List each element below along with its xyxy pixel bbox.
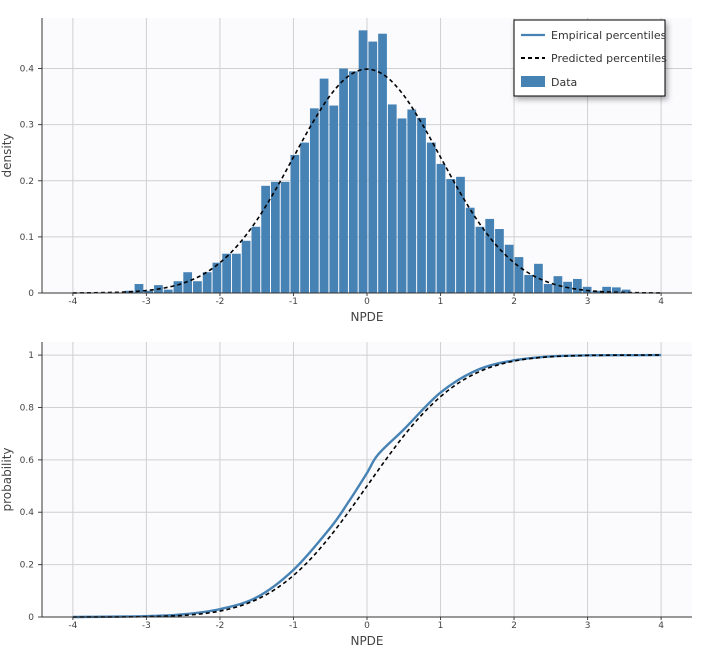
y-tick-label: 0.4 xyxy=(20,508,35,518)
histogram-bar xyxy=(202,272,212,293)
legend: Empirical percentiles Predicted percenti… xyxy=(513,19,667,97)
x-tick-label: -4 xyxy=(68,621,77,631)
histogram-bar xyxy=(339,68,348,294)
histogram-bar xyxy=(358,30,368,294)
histogram-bar xyxy=(602,286,611,293)
x-tick-label: 0 xyxy=(364,297,370,307)
y-tick-label: 0.1 xyxy=(20,233,34,243)
histogram-bar xyxy=(368,41,378,294)
histogram-bar xyxy=(553,276,563,293)
histogram-bar xyxy=(573,278,582,293)
x-tick-label: -3 xyxy=(142,297,151,307)
y-tick-label: 0.3 xyxy=(20,121,34,131)
histogram-bar xyxy=(504,244,514,293)
y-tick-label: 0.2 xyxy=(20,177,34,187)
histogram-bar xyxy=(270,181,280,293)
legend-predicted-label: Predicted percentiles xyxy=(551,52,667,65)
x-tick-label: 2 xyxy=(511,621,517,631)
x-tick-label: -3 xyxy=(142,621,151,631)
histogram-bar xyxy=(417,117,426,294)
histogram-bar xyxy=(193,281,202,293)
histogram-bar xyxy=(465,207,475,293)
histogram-bar xyxy=(456,176,465,293)
histogram-bar xyxy=(543,284,553,293)
histogram-bar xyxy=(241,240,251,293)
histogram-bar xyxy=(436,163,446,293)
histogram-bar xyxy=(319,78,329,293)
x-tick-label: 3 xyxy=(585,297,591,307)
x-tick-label: -4 xyxy=(68,297,77,307)
legend-empirical-label: Empirical percentiles xyxy=(551,29,667,42)
x-axis-label: NPDE xyxy=(350,634,383,648)
legend-data-swatch xyxy=(521,76,545,87)
histogram-bar xyxy=(534,263,543,293)
histogram-bar xyxy=(329,105,339,293)
histogram-bar xyxy=(173,281,183,293)
x-tick-label: 0 xyxy=(364,621,370,631)
histogram-bar xyxy=(163,289,173,293)
y-axis-label: density xyxy=(0,134,14,178)
empirical-percentiles-line xyxy=(72,353,662,619)
histogram-bar xyxy=(183,272,193,293)
x-tick-label: -2 xyxy=(215,297,224,307)
histogram-bar xyxy=(280,181,290,293)
y-tick-label: 0.6 xyxy=(20,456,35,466)
histogram-bar xyxy=(300,142,309,293)
histogram-bar xyxy=(378,33,387,293)
histogram-bar xyxy=(387,104,397,293)
histogram-bar xyxy=(611,287,621,293)
x-tick-label: 2 xyxy=(511,297,517,307)
histogram-bar xyxy=(251,226,261,293)
x-tick-label: -2 xyxy=(215,621,224,631)
x-tick-label: 4 xyxy=(658,621,664,631)
y-tick-label: 0.4 xyxy=(20,65,35,75)
histogram-bar xyxy=(621,289,631,293)
histogram-bar xyxy=(222,253,232,293)
predicted-percentiles-line xyxy=(72,68,662,294)
histogram-bar xyxy=(397,118,407,293)
histogram-bar xyxy=(475,226,485,293)
histogram-bar xyxy=(426,142,436,293)
histogram-bar xyxy=(212,262,222,293)
histogram-bar xyxy=(485,218,495,293)
y-tick-label: 0.8 xyxy=(20,403,35,413)
histogram-bar xyxy=(290,154,300,293)
x-tick-label: 1 xyxy=(438,297,444,307)
histogram-bar xyxy=(407,109,417,294)
legend-data-label: Data xyxy=(551,76,577,89)
y-axis-label: probability xyxy=(0,447,14,511)
y-tick-label: 0 xyxy=(28,289,34,299)
x-tick-label: 4 xyxy=(658,297,664,307)
histogram-bar xyxy=(261,185,270,293)
x-axis-label: NPDE xyxy=(350,310,383,324)
y-tick-label: 0.2 xyxy=(20,561,34,571)
histogram-bar xyxy=(524,275,534,293)
x-tick-label: -1 xyxy=(289,297,298,307)
predicted-percentiles-line xyxy=(72,354,662,618)
histogram-bar xyxy=(514,257,524,293)
y-tick-label: 1 xyxy=(28,351,34,361)
histogram-bar xyxy=(495,229,504,293)
histogram-bar xyxy=(144,290,154,293)
histogram-bar xyxy=(232,253,241,293)
x-tick-label: 1 xyxy=(438,621,444,631)
y-tick-label: 0 xyxy=(28,613,34,623)
x-tick-label: 3 xyxy=(585,621,591,631)
x-tick-label: -1 xyxy=(289,621,298,631)
histogram-bar xyxy=(309,108,319,293)
cdf-panel: -4 -3 -2 -1 0 1 2 3 4 0 0.2 0.4 0.6 0.8 1 NPDE probabili… xyxy=(0,342,692,648)
histogram-bar xyxy=(348,71,358,293)
histogram-bar xyxy=(446,179,456,293)
histogram-bar xyxy=(134,284,144,293)
